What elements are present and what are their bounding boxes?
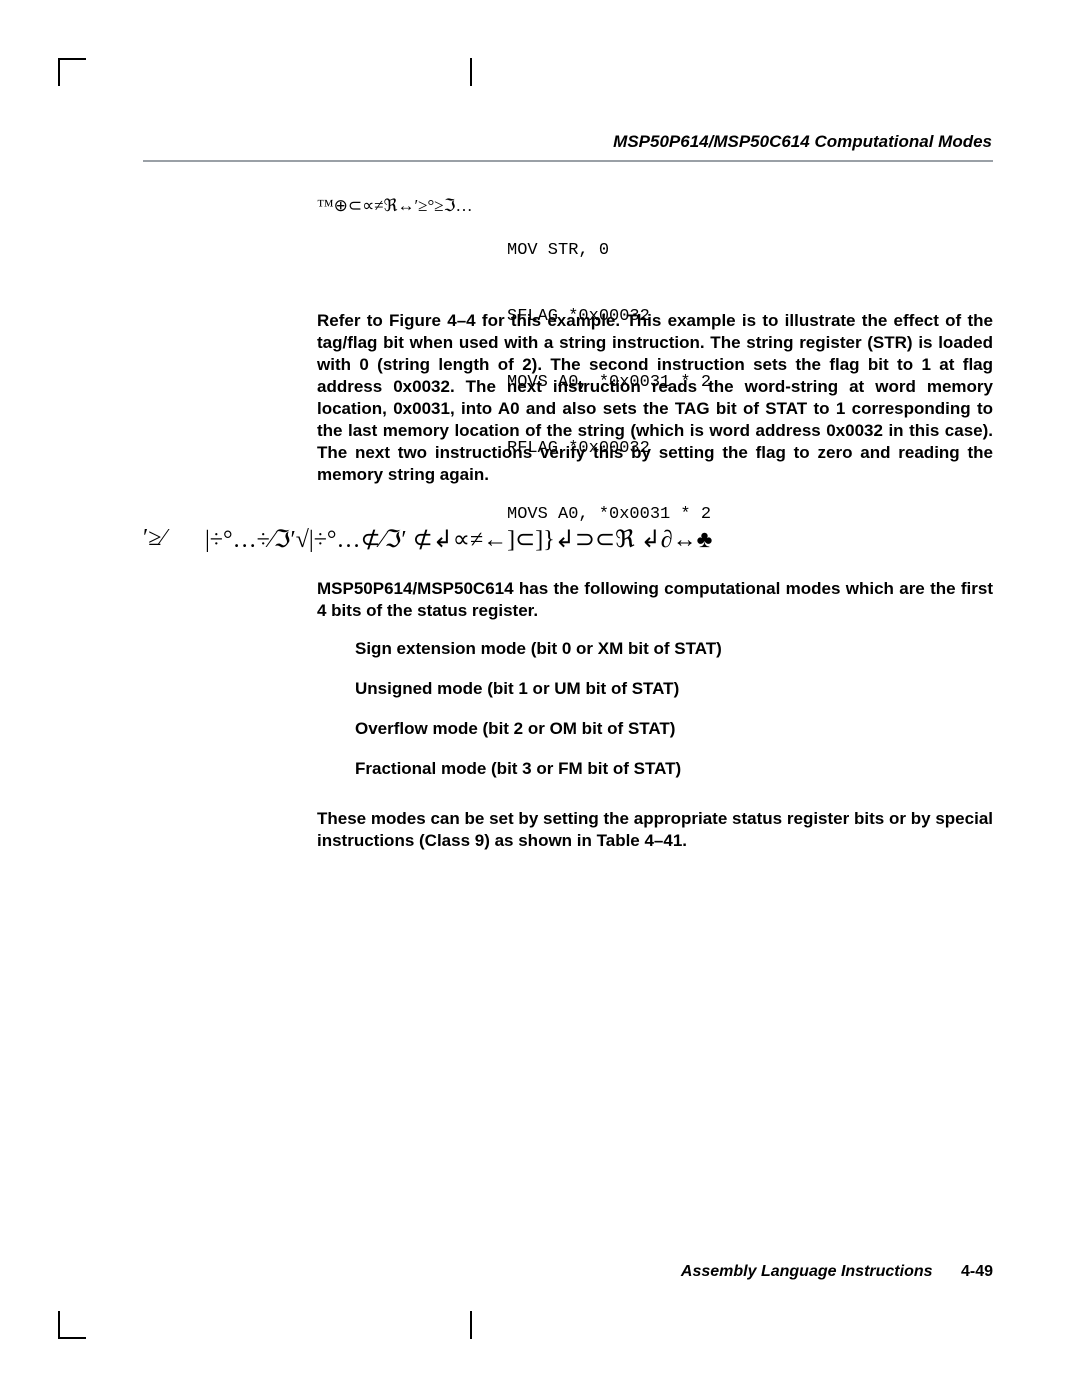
paragraph-example-explanation: Refer to Figure 4–4 for this example. Th… [317, 310, 993, 486]
section-number: ′≥⁄ [143, 525, 165, 552]
footer-page-number: 4-49 [961, 1263, 993, 1280]
paragraph-after-modes: These modes can be set by setting the ap… [317, 808, 993, 852]
paragraph-intro: MSP50P614/MSP50C614 has the following co… [317, 578, 993, 622]
crop-mark-top-center [470, 58, 472, 86]
crop-mark-top-left [58, 58, 86, 86]
page: MSP50P614/MSP50C614 Computational Modes … [0, 0, 1080, 1397]
section-title: |÷°…÷⁄ℑ′√|÷°…⊄⁄ℑ′ ⊄↲∝≠←]⊂]}↲⊃⊂ℜ ↲∂↔♣ [205, 525, 712, 554]
list-item: Sign extension mode (bit 0 or XM bit of … [355, 638, 993, 660]
crop-mark-bottom-left [58, 1311, 86, 1339]
modes-list: Sign extension mode (bit 0 or XM bit of … [355, 638, 993, 798]
footer-title: Assembly Language Instructions [681, 1263, 933, 1280]
running-header: MSP50P614/MSP50C614 Computational Modes [522, 132, 992, 152]
list-item: Fractional mode (bit 3 or FM bit of STAT… [355, 758, 993, 780]
header-rule [143, 160, 993, 162]
list-item: Overflow mode (bit 2 or OM bit of STAT) [355, 718, 993, 740]
crop-mark-bottom-center [470, 1311, 472, 1339]
code-line: MOV STR, 0 [507, 240, 711, 262]
list-item: Unsigned mode (bit 1 or UM bit of STAT) [355, 678, 993, 700]
code-line: MOVS A0, *0x0031 * 2 [507, 504, 711, 526]
page-footer: Assembly Language Instructions 4-49 [143, 1263, 993, 1281]
code-example-label: ™⊕⊂∝≠ℜ↔′≥°≥ℑ… [317, 196, 473, 216]
